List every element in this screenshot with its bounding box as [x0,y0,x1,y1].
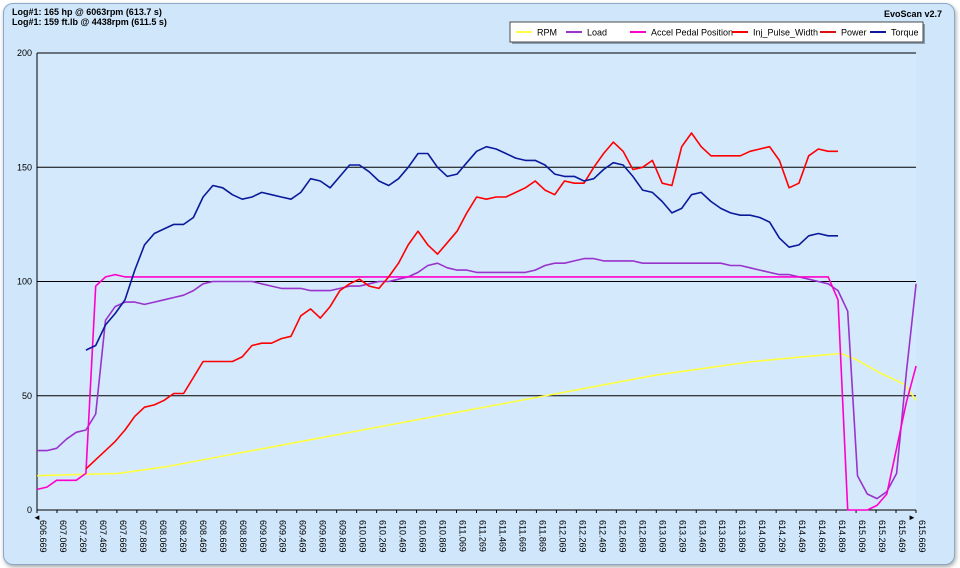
x-tick-label: 614.269 [777,520,787,553]
x-tick-label: 608.669 [218,520,228,553]
x-tick-label: 614.869 [837,520,847,553]
y-tick-label: 200 [17,48,32,58]
x-tick-label: 607.269 [78,520,88,553]
x-tick-label: 613.469 [697,520,707,553]
scroll-right-icon[interactable]: ► [908,513,916,522]
x-tick-label: 608.069 [158,520,168,553]
x-tick-label: 607.069 [58,520,68,553]
x-tick-label: 607.869 [138,520,148,553]
x-tick-label: 613.069 [657,520,667,553]
scroll-left-icon[interactable]: ◄ [33,513,41,522]
x-tick-label: 615.669 [917,520,927,553]
legend-label: RPM [537,28,557,38]
log-summary: Log#1: 165 hp @ 6063rpm (613.7 s) Log#1:… [12,7,167,27]
x-tick-label: 614.469 [797,520,807,553]
legend-label: Load [587,28,607,38]
x-tick-label: 610.869 [438,520,448,553]
x-tick-label: 612.269 [577,520,587,553]
x-tick-label: 607.669 [118,520,128,553]
x-tick-label: 610.469 [398,520,408,553]
x-tick-label: 609.869 [338,520,348,553]
x-tick-label: 608.469 [198,520,208,553]
x-tick-label: 610.669 [418,520,428,553]
series-line-torque [85,145,838,351]
log-power-line: Log#1: 165 hp @ 6063rpm (613.7 s) [12,7,162,17]
x-tick-label: 612.669 [617,520,627,553]
x-tick-label: 611.069 [458,520,468,552]
x-tick-label: 613.269 [677,520,687,553]
x-tick-label: 609.469 [298,520,308,553]
x-tick-label: 611.869 [537,520,547,552]
x-tick-label: 608.869 [238,520,248,553]
x-tick-label: 615.469 [897,520,907,553]
x-tick-label: 609.269 [278,520,288,553]
x-tick-label: 613.669 [717,520,727,553]
x-tick-label: 612.869 [637,520,647,553]
y-tick-label: 150 [17,162,32,172]
x-tick-label: 614.069 [757,520,767,553]
x-tick-label: 612.469 [597,520,607,553]
legend-label: Accel Pedal Position [651,28,733,38]
legend-box [509,21,924,43]
legend-label: Power [841,28,867,38]
x-tick-label: 611.469 [497,520,507,552]
legend: RPM Load Accel Pedal Position Inj_Pulse_Wid… [509,21,925,44]
x-tick-label: 613.869 [737,520,747,553]
x-tick-label: 615.269 [877,520,887,553]
series-line-inj-pulse-width [85,132,838,470]
x-tick-label: 608.269 [178,520,188,553]
x-tick-label: 606.669 [38,520,48,553]
log-torque-line: Log#1: 159 ft.lb @ 4438rpm (611.5 s) [12,17,167,27]
y-tick-label: 100 [17,277,32,287]
app-version-label: EvoScan v2.7 [883,9,942,19]
x-tick-label: 610.069 [358,520,368,553]
x-tick-label: 609.669 [318,520,328,553]
y-tick-label: 50 [22,391,32,401]
series-line-accel-pedal-position [36,273,917,511]
x-tick-label: 611.669 [517,520,527,552]
x-tick-label: 615.069 [857,520,867,553]
y-tick-label: 0 [27,505,32,515]
x-tick-label: 614.669 [817,520,827,553]
legend-label: Inj_Pulse_Width [753,28,818,38]
x-tick-label: 611.269 [478,520,488,552]
x-tick-label: 607.469 [98,520,108,553]
x-tick-label: 609.069 [258,520,268,553]
x-tick-label: 612.069 [557,520,567,553]
series-line-load [37,257,917,500]
x-tick-label: 610.269 [378,520,388,553]
legend-label: Torque [891,28,919,38]
